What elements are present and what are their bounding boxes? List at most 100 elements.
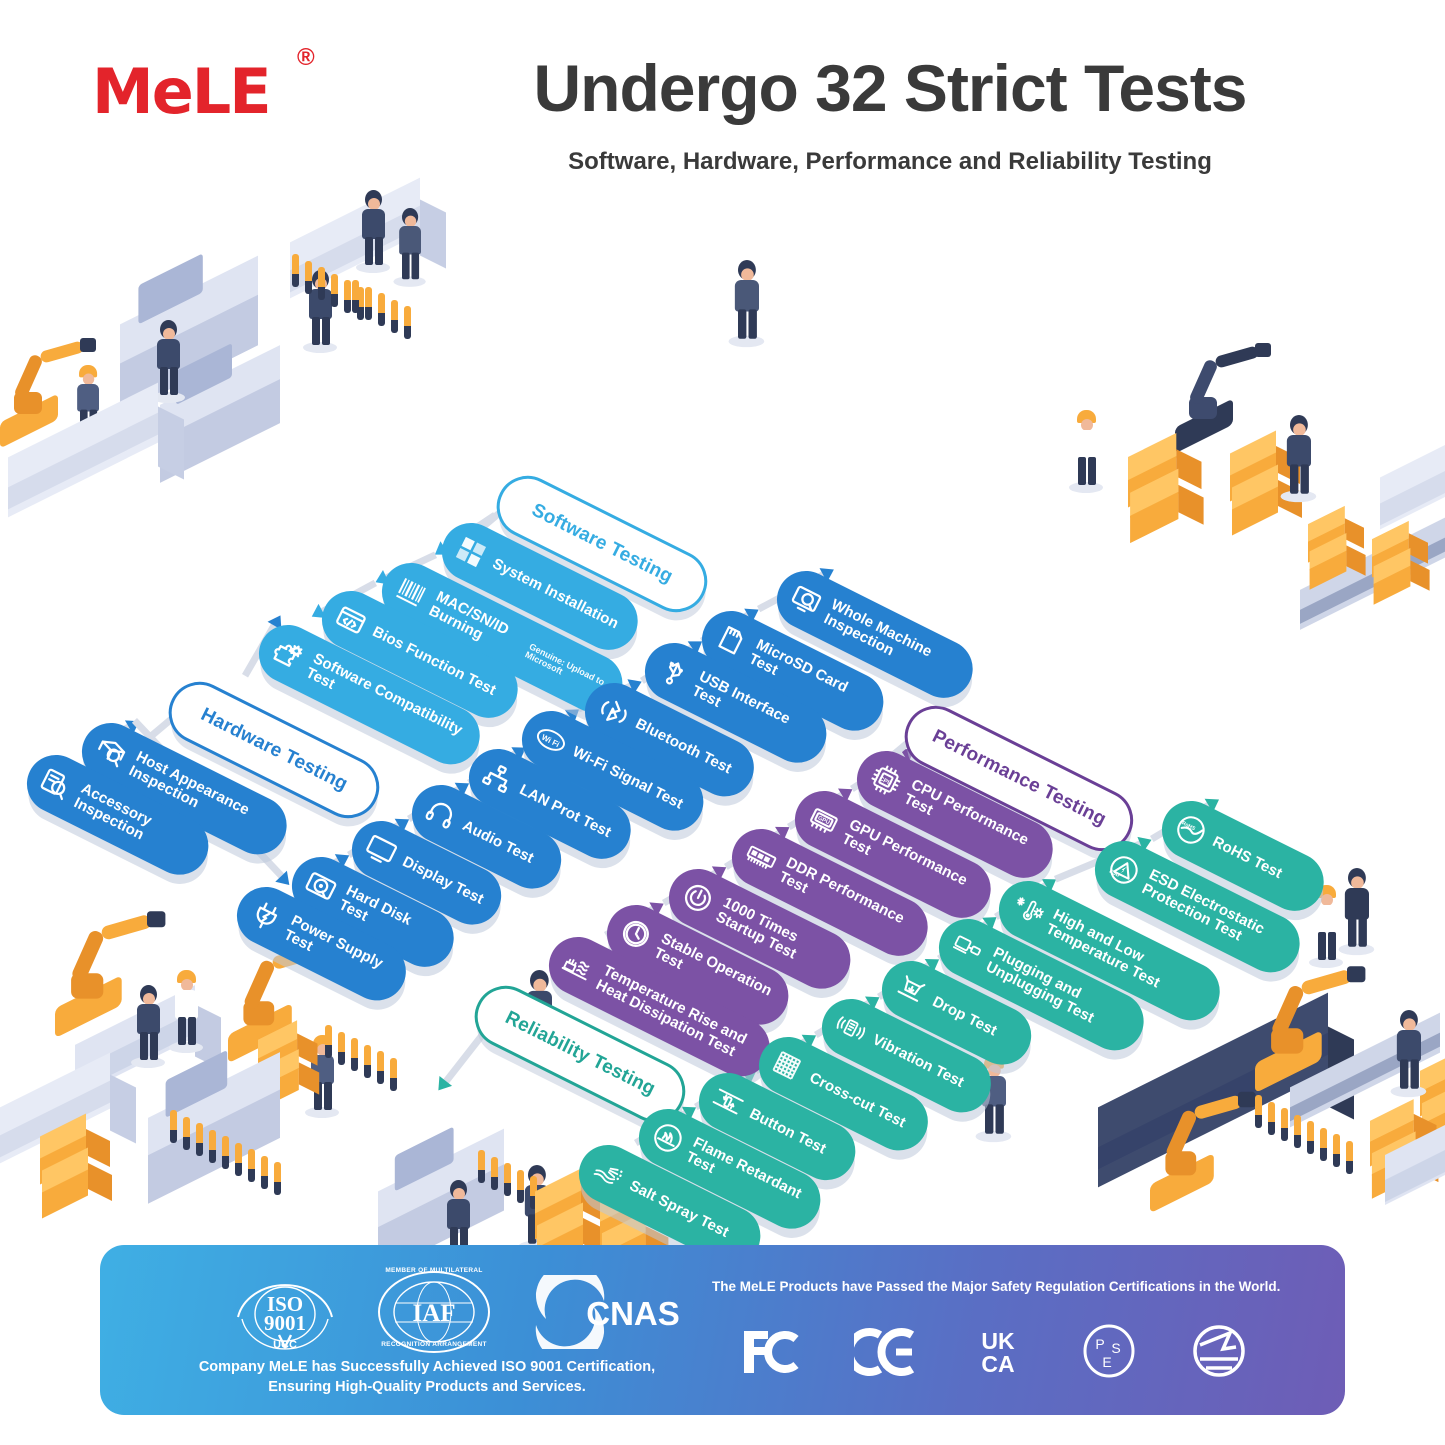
test-pill-cross-cut-test[interactable]: Cross-cut Test bbox=[749, 1027, 938, 1161]
test-pill-lan-prot-test[interactable]: LAN Prot Test bbox=[459, 739, 641, 869]
test-pill-temperature-rise-and-heat-dissipation-test[interactable]: Temperature Rise and Heat Dissipation Te… bbox=[539, 927, 780, 1087]
test-pill-drop-test[interactable]: Drop Test bbox=[872, 951, 1042, 1075]
figure-leg-right bbox=[375, 237, 383, 265]
clock-icon bbox=[613, 911, 659, 957]
robot-forearm bbox=[100, 913, 153, 941]
figure-leg-right bbox=[748, 309, 757, 339]
svg-text:GPU: GPU bbox=[817, 815, 831, 826]
test-pill-button-test[interactable]: Button Test bbox=[689, 1063, 866, 1191]
assembly-pin bbox=[235, 1142, 242, 1173]
figure-face bbox=[533, 978, 547, 992]
assembly-pin bbox=[261, 1155, 268, 1186]
figure-leg-right bbox=[1300, 464, 1309, 494]
test-pill-gpu-performance-test[interactable]: GPU GPU Performance Test bbox=[785, 781, 1001, 928]
figure-leg-right bbox=[460, 1227, 468, 1255]
fcc-mark-icon bbox=[740, 1323, 802, 1379]
test-pill-audio-test[interactable]: Audio Test bbox=[402, 775, 572, 899]
figure-shadow bbox=[393, 276, 426, 287]
figure-shadow bbox=[356, 262, 390, 273]
assembly-pin-cap bbox=[196, 1143, 203, 1156]
assembly-pin-cap bbox=[331, 293, 338, 307]
test-pill-power-supply-test[interactable]: Power Supply Test bbox=[227, 877, 416, 1011]
test-pill-vibration-test[interactable]: Vibration Test bbox=[812, 989, 1001, 1123]
assembly-pin-cap bbox=[1307, 1141, 1314, 1154]
magnifier-box-icon bbox=[88, 729, 134, 775]
test-pill-mac-sn-id-burning[interactable]: MAC/SN/ID Burning Genuine: Upload to Micr… bbox=[372, 553, 633, 723]
test-pill-esd-electrostatic-protection-test[interactable]: ESD ESD Electrostatic Protection Test bbox=[1085, 831, 1310, 983]
assembly-pin-cap bbox=[338, 1051, 345, 1065]
test-pill-rohs-test[interactable]: RoHS RoHS Test bbox=[1152, 791, 1334, 921]
assembly-pin bbox=[364, 1044, 371, 1075]
test-pill-label: Button Test bbox=[746, 1105, 829, 1158]
ukca-mark-icon: UK CA bbox=[968, 1323, 1028, 1379]
assembly-pin bbox=[170, 1110, 177, 1140]
figure-face bbox=[453, 1188, 465, 1200]
test-pill-software-compatibility-test[interactable]: Software Compatibility Test bbox=[249, 615, 490, 775]
test-pill-wi-fi-signal-test[interactable]: Wi Fi Wi-Fi Signal Test bbox=[512, 701, 714, 841]
assembly-pin bbox=[305, 260, 312, 291]
assembly-pin bbox=[1333, 1134, 1340, 1164]
test-pill-plugging-and-unplugging-test[interactable]: Plugging and Unplugging Test bbox=[929, 909, 1154, 1061]
figure-body bbox=[447, 1199, 470, 1229]
svg-text:UK: UK bbox=[981, 1328, 1015, 1354]
test-pill-display-test[interactable]: Display Test bbox=[342, 811, 512, 935]
test-pill-label: RoHS Test bbox=[1209, 833, 1286, 883]
test-pill-host-appearance-inspection[interactable]: Host Appearance Inspection bbox=[72, 713, 297, 865]
assembly-pin-cap bbox=[274, 1182, 281, 1195]
assembly-pin bbox=[196, 1123, 203, 1153]
figure-body bbox=[309, 289, 332, 319]
assembly-pin bbox=[1346, 1140, 1353, 1171]
assembly-pin-cap bbox=[1255, 1115, 1262, 1128]
heat-waves-icon bbox=[555, 943, 601, 989]
test-pill-1000-times-startup-test[interactable]: 1000 Times Startup Test bbox=[659, 859, 861, 999]
test-pill-ddr-performance-test[interactable]: DDR Performance Test bbox=[722, 819, 938, 966]
figure-shadow bbox=[1309, 957, 1343, 968]
assembly-pin-cap bbox=[325, 1045, 332, 1058]
iaf-badge: IAF MEMBER OF MULTILATERAL RECOGNITION A… bbox=[375, 1267, 493, 1353]
figure-face bbox=[1321, 894, 1333, 906]
svg-text:9001: 9001 bbox=[264, 1311, 306, 1335]
assembly-pin bbox=[391, 299, 398, 330]
svg-text:E: E bbox=[1102, 1354, 1111, 1370]
assembly-pin bbox=[352, 280, 359, 310]
test-pill-accessory-inspection[interactable]: Accessory Inspection bbox=[17, 745, 219, 885]
figure-leg-left bbox=[528, 1214, 537, 1244]
test-pill-bios-function-test[interactable]: Bios Function Test bbox=[312, 581, 528, 728]
cert-iso-statement: Company MeLE has Successfully Achieved I… bbox=[198, 1359, 656, 1395]
assembly-pin bbox=[357, 286, 364, 317]
assembly-pin-cap bbox=[1294, 1134, 1301, 1148]
figure-leg-right bbox=[1088, 457, 1096, 485]
svg-text:S: S bbox=[1111, 1340, 1120, 1356]
assembly-pin-cap bbox=[305, 280, 312, 294]
test-pill-salt-spray-test[interactable]: Salt Spray Test bbox=[569, 1135, 771, 1275]
assembly-pin bbox=[351, 1038, 358, 1068]
test-pill-system-installation[interactable]: System Installation bbox=[432, 513, 648, 660]
robot-forearm bbox=[1300, 968, 1353, 996]
test-pill-flame-retardant-test[interactable]: Flame Retardant Test bbox=[629, 1099, 831, 1239]
button-press-icon bbox=[705, 1079, 751, 1125]
magnifier-doc-icon bbox=[33, 761, 79, 807]
crate-side bbox=[86, 1129, 110, 1167]
test-pill-bluetooth-test[interactable]: Bluetooth Test bbox=[575, 673, 764, 807]
figure-body bbox=[175, 990, 198, 1019]
test-pill-cpu-performance-test[interactable]: CPU CPU Performance Test bbox=[847, 741, 1063, 888]
assembly-pin bbox=[517, 1169, 524, 1200]
assembly-pin-cap bbox=[530, 1196, 537, 1209]
figure-helmet-icon bbox=[177, 970, 196, 983]
test-pill-stable-operation-test[interactable]: Stable Operation Test bbox=[597, 895, 799, 1035]
esd-badge-icon: ESD bbox=[1101, 847, 1147, 893]
test-pill-usb-interface-test[interactable]: USB Interface Test bbox=[635, 633, 837, 773]
svg-text:ESD: ESD bbox=[1108, 869, 1121, 879]
test-pill-whole-machine-inspection[interactable]: Whole Machine Inspection bbox=[767, 561, 983, 708]
test-pill-hard-disk-test[interactable]: Hard Disk Test bbox=[282, 847, 464, 977]
assembly-pin bbox=[1320, 1127, 1327, 1158]
assembly-pin bbox=[530, 1176, 537, 1206]
test-pill-microsd-card-test[interactable]: MicroSD Card Test bbox=[692, 601, 894, 741]
figure-leg-left bbox=[1400, 1059, 1409, 1089]
figure-leg-left bbox=[1078, 457, 1086, 485]
test-pill-high-and-low-temperature-test[interactable]: High and Low Temperature Test bbox=[989, 871, 1230, 1031]
figure-leg-left bbox=[140, 1032, 148, 1060]
assembly-pin-cap bbox=[364, 1064, 371, 1078]
assembly-pin-cap bbox=[248, 1169, 255, 1182]
assembly-pin-cap bbox=[170, 1130, 177, 1143]
